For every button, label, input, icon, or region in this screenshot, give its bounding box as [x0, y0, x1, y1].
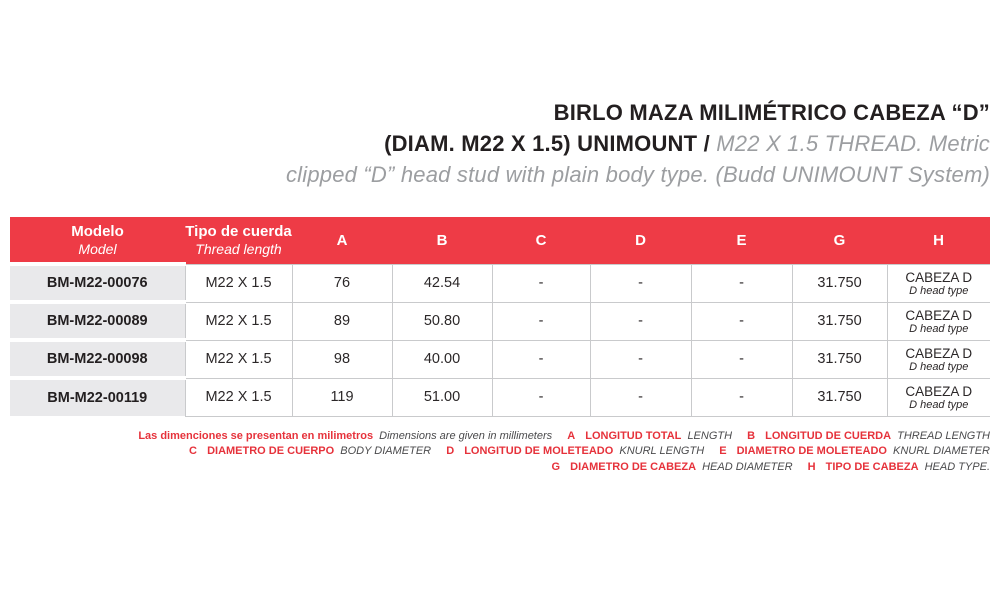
- title-line-1: BIRLO MAZA MILIMÉTRICO CABEZA “D”: [553, 100, 990, 125]
- cell-e: -: [690, 263, 793, 303]
- table-header: Modelo Model Tipo de cuerda Thread lengt…: [10, 217, 990, 264]
- cell-g: 31.750: [791, 263, 888, 303]
- legend-key-h: H: [807, 460, 816, 473]
- legend-es-e: DIAMETRO DE MOLETEADO: [736, 445, 887, 457]
- cell-h: CABEZA D D head type: [886, 377, 990, 417]
- header-col-g: G: [792, 217, 887, 264]
- cell-a: 89: [291, 301, 393, 341]
- cell-h: CABEZA D D head type: [886, 263, 990, 303]
- cell-d: -: [589, 377, 692, 417]
- cell-h: CABEZA D D head type: [886, 301, 990, 341]
- cell-a: 98: [291, 339, 393, 379]
- legend-line-3: G DIAMETRO DE CABEZA HEAD DIAMETER H TIP…: [0, 460, 991, 476]
- legend-key-c: C: [189, 445, 197, 457]
- table-body: BM-M22-00076 M22 X 1.5 76 42.54 - - - 31…: [10, 262, 990, 417]
- cell-thread: M22 X 1.5: [184, 339, 293, 379]
- header-thread-en: Thread length: [195, 241, 282, 258]
- cell-d: -: [589, 263, 692, 303]
- legend-en-e: KNURL DIAMETER: [893, 445, 990, 457]
- cell-thread: M22 X 1.5: [184, 263, 293, 303]
- header-col-d: D: [590, 217, 691, 264]
- table-row: BM-M22-00119 M22 X 1.5 119 51.00 - - - 3…: [10, 376, 990, 417]
- legend-en-h: HEAD TYPE.: [924, 460, 990, 473]
- cell-h-en: D head type: [909, 322, 969, 335]
- dimension-legend: Las dimenciones se presentan en milimetr…: [0, 429, 1000, 476]
- page-title: BIRLO MAZA MILIMÉTRICO CABEZA “D” (DIAM.…: [0, 0, 1000, 190]
- cell-c: -: [491, 263, 591, 303]
- legend-line-2: C DIAMETRO DE CUERPO BODY DIAMETER D LON…: [0, 444, 990, 460]
- header-thread-es: Tipo de cuerda: [185, 223, 292, 241]
- legend-en-d: KNURL LENGTH: [619, 445, 705, 457]
- cell-model: BM-M22-00076: [10, 262, 186, 302]
- cell-model: BM-M22-00098: [10, 338, 186, 378]
- header-col-e: E: [691, 217, 792, 264]
- stud-spec-table: Modelo Model Tipo de cuerda Thread lengt…: [10, 217, 990, 417]
- title-line-2-italic: M22 X 1.5 THREAD. Metric: [716, 131, 990, 156]
- header-col-c: C: [492, 217, 590, 264]
- cell-a: 76: [291, 263, 393, 303]
- legend-key-e: E: [719, 445, 727, 457]
- legend-es-b: LONGITUD DE CUERDA: [765, 429, 892, 442]
- cell-h-es: CABEZA D: [905, 345, 973, 361]
- legend-es-d: LONGITUD DE MOLETEADO: [464, 445, 614, 457]
- table-row: BM-M22-00089 M22 X 1.5 89 50.80 - - - 31…: [10, 300, 990, 341]
- cell-h-en: D head type: [909, 398, 969, 411]
- cell-e: -: [690, 301, 793, 341]
- cell-c: -: [491, 339, 591, 379]
- cell-a: 119: [291, 377, 393, 417]
- header-model-en: Model: [78, 240, 117, 257]
- cell-model: BM-M22-00089: [10, 300, 186, 340]
- title-line-3: clipped “D” head stud with plain body ty…: [285, 162, 990, 187]
- cell-e: -: [690, 377, 793, 417]
- cell-g: 31.750: [791, 377, 888, 417]
- cell-thread: M22 X 1.5: [184, 377, 293, 417]
- legend-en-b: THREAD LENGTH: [897, 429, 990, 442]
- legend-en-a: LENGTH: [687, 429, 733, 442]
- cell-g: 31.750: [791, 301, 888, 341]
- table-row: BM-M22-00076 M22 X 1.5 76 42.54 - - - 31…: [10, 262, 990, 303]
- cell-h-en: D head type: [909, 360, 969, 373]
- cell-b: 42.54: [391, 263, 493, 303]
- title-line-2: (DIAM. M22 X 1.5) UNIMOUNT / M22 X 1.5 T…: [0, 128, 990, 159]
- cell-h-es: CABEZA D: [905, 307, 973, 323]
- legend-intro-en: Dimensions are given in millimeters: [379, 429, 553, 442]
- legend-es-c: DIAMETRO DE CUERPO: [207, 445, 335, 457]
- legend-en-c: BODY DIAMETER: [340, 445, 432, 457]
- cell-b: 40.00: [391, 339, 493, 379]
- legend-es-a: LONGITUD TOTAL: [585, 429, 682, 442]
- title-line-2-bold: (DIAM. M22 X 1.5) UNIMOUNT /: [384, 131, 710, 156]
- header-row: Modelo Model Tipo de cuerda Thread lengt…: [10, 217, 990, 264]
- cell-d: -: [589, 301, 692, 341]
- cell-thread: M22 X 1.5: [184, 301, 293, 341]
- cell-b: 51.00: [391, 377, 493, 417]
- header-col-b: B: [392, 217, 492, 264]
- legend-line-1: Las dimenciones se presentan en milimetr…: [0, 429, 990, 445]
- cell-e: -: [690, 339, 793, 379]
- cell-b: 50.80: [391, 301, 493, 341]
- cell-h-es: CABEZA D: [905, 269, 973, 285]
- cell-model: BM-M22-00119: [10, 376, 186, 416]
- legend-key-a: A: [567, 429, 576, 442]
- header-col-h: H: [887, 217, 990, 264]
- cell-c: -: [491, 377, 591, 417]
- header-model-es: Modelo: [71, 222, 124, 240]
- cell-g: 31.750: [791, 339, 888, 379]
- cell-h-en: D head type: [909, 284, 969, 297]
- legend-es-h: TIPO DE CABEZA: [825, 460, 919, 473]
- header-thread: Tipo de cuerda Thread length: [185, 217, 292, 264]
- cell-c: -: [491, 301, 591, 341]
- legend-es-g: DIAMETRO DE CABEZA: [570, 460, 697, 473]
- cell-h-es: CABEZA D: [905, 383, 973, 399]
- legend-intro-es: Las dimenciones se presentan en milimetr…: [138, 429, 374, 442]
- cell-h: CABEZA D D head type: [886, 339, 990, 379]
- legend-key-b: B: [747, 429, 756, 442]
- legend-key-d: D: [446, 445, 455, 457]
- legend-key-g: G: [551, 460, 561, 473]
- header-model: Modelo Model: [10, 217, 185, 264]
- header-col-a: A: [292, 217, 392, 264]
- table-row: BM-M22-00098 M22 X 1.5 98 40.00 - - - 31…: [10, 338, 990, 379]
- cell-d: -: [589, 339, 692, 379]
- legend-en-g: HEAD DIAMETER: [702, 460, 793, 473]
